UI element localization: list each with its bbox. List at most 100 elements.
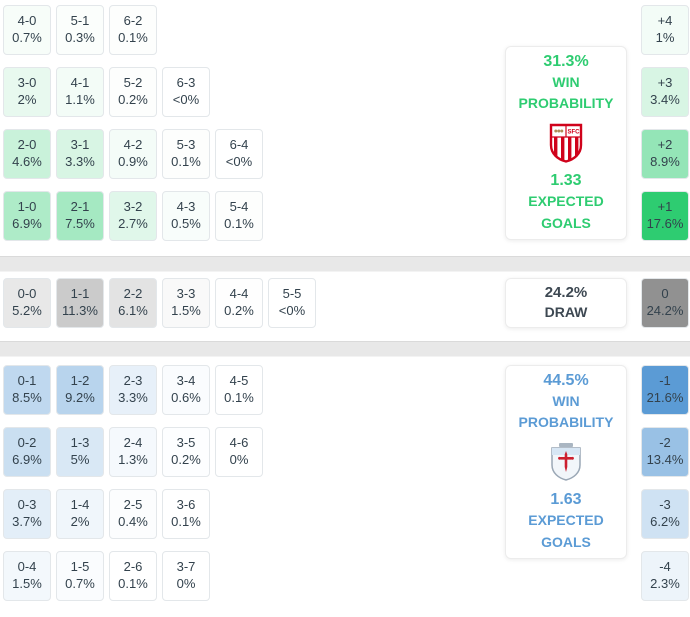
away-score-cell: 0-4 1.5% [3,551,51,601]
away-eg-label-line2: GOALS [541,533,591,550]
probability-label: 0.4% [118,514,148,529]
score-label: 3-4 [176,373,196,389]
away-score-cell: 2-4 1.3% [109,427,157,477]
score-label: -1 [659,373,671,389]
home-score-cell: 5-1 0.3% [56,5,104,55]
score-label: 4-6 [229,435,249,451]
draw-label: DRAW [544,303,588,320]
score-label: -2 [659,435,671,451]
probability-label: 0.1% [171,514,201,529]
probability-label: 5% [70,452,90,467]
score-label: 5-2 [123,75,143,91]
probability-label: 4.6% [12,154,42,169]
probability-label: 0% [229,452,249,467]
probability-label: 3.7% [12,514,42,529]
score-label: 4-0 [17,13,37,29]
section-divider [0,341,690,357]
away-score-cell: 3-4 0.6% [162,365,210,415]
away-eg-label-line1: EXPECTED [528,512,604,528]
probability-label: 6.1% [118,303,148,318]
away-goal-diff-cell: -1 21.6% [641,365,689,415]
score-label: 2-4 [123,435,143,451]
away-win-probability-value: 44.5% [543,371,589,389]
probability-label: 0.1% [118,576,148,591]
away-score-cell: 0-1 8.5% [3,365,51,415]
section-divider [0,256,690,272]
celta-crest-icon [549,442,583,482]
score-label: 3-3 [176,286,196,302]
probability-label: 1% [655,30,675,45]
away-score-cell: 1-5 0.7% [56,551,104,601]
home-score-cell: 3-2 2.7% [109,191,157,241]
home-score-cell: 6-2 0.1% [109,5,157,55]
probability-label: 0.3% [65,30,95,45]
draw-probability-value: 24.2% [544,283,588,301]
score-label: +3 [657,75,673,91]
home-score-cell: 1-0 6.9% [3,191,51,241]
away-score-cell: 2-5 0.4% [109,489,157,539]
score-label: 2-3 [123,373,143,389]
probability-label: 3.3% [118,390,148,405]
probability-label: <0% [225,154,253,169]
probability-label: 2% [70,514,90,529]
score-label: -3 [659,497,671,513]
score-label: 6-4 [229,137,249,153]
draw-goal-diff-cell: 0 24.2% [641,278,689,328]
probability-label: 9.2% [65,390,95,405]
home-goal-diff-cell: +2 8.9% [641,129,689,179]
probability-label: 2.3% [650,576,680,591]
home-score-cell: 2-0 4.6% [3,129,51,179]
probability-label: 24.2% [646,303,684,318]
away-score-cell: 1-2 9.2% [56,365,104,415]
score-label: 2-1 [70,199,90,215]
home-score-cell: 5-3 0.1% [162,129,210,179]
home-eg-label-line1: EXPECTED [528,193,604,209]
score-label: 6-3 [176,75,196,91]
away-goal-diff-cell: -2 13.4% [641,427,689,477]
away-expected-goals-value: 1.63 [550,491,582,508]
draw-score-cell: 0-0 5.2% [3,278,51,328]
probability-label: 0.6% [171,390,201,405]
away-score-cell: 0-2 6.9% [3,427,51,477]
away-goal-diff-cell: -4 2.3% [641,551,689,601]
probability-label: 8.5% [12,390,42,405]
probability-label: 2.7% [118,216,148,231]
score-label: +4 [657,13,673,29]
home-score-cell: 2-1 7.5% [56,191,104,241]
home-score-cell: 4-2 0.9% [109,129,157,179]
away-score-cell: 1-4 2% [56,489,104,539]
score-label: 0-0 [17,286,37,302]
score-label: 4-3 [176,199,196,215]
score-label: 2-2 [123,286,143,302]
probability-label: 0% [176,576,196,591]
score-label: +2 [657,137,673,153]
score-label: 4-4 [229,286,249,302]
probability-label: 6.9% [12,452,42,467]
away-score-cell: 0-3 3.7% [3,489,51,539]
probability-label: 1.5% [12,576,42,591]
away-score-cell: 2-3 3.3% [109,365,157,415]
home-score-cell: 4-3 0.5% [162,191,210,241]
score-label: 5-4 [229,199,249,215]
away-win-panel: 44.5% WIN PROBABILITY 1.63 [505,365,627,559]
probability-label: 1.1% [65,92,95,107]
probability-label: 7.5% [65,216,95,231]
home-score-cell: 6-3 <0% [162,67,210,117]
home-score-cell: 5-4 0.1% [215,191,263,241]
probability-label: 3.3% [65,154,95,169]
score-label: 1-1 [70,286,90,302]
home-score-cell: 5-2 0.2% [109,67,157,117]
away-score-cell: 3-7 0% [162,551,210,601]
score-label: +1 [657,199,673,215]
draw-score-cell: 3-3 1.5% [162,278,210,328]
probability-label: 0.2% [171,452,201,467]
away-score-cell: 3-6 0.1% [162,489,210,539]
probability-label: 13.4% [646,452,684,467]
score-label: 3-1 [70,137,90,153]
score-label: 5-5 [282,286,302,302]
probability-label: 2% [17,92,37,107]
score-label: 0-4 [17,559,37,575]
draw-score-cell: 5-5 <0% [268,278,316,328]
score-label: 5-1 [70,13,90,29]
probability-label: <0% [278,303,306,318]
